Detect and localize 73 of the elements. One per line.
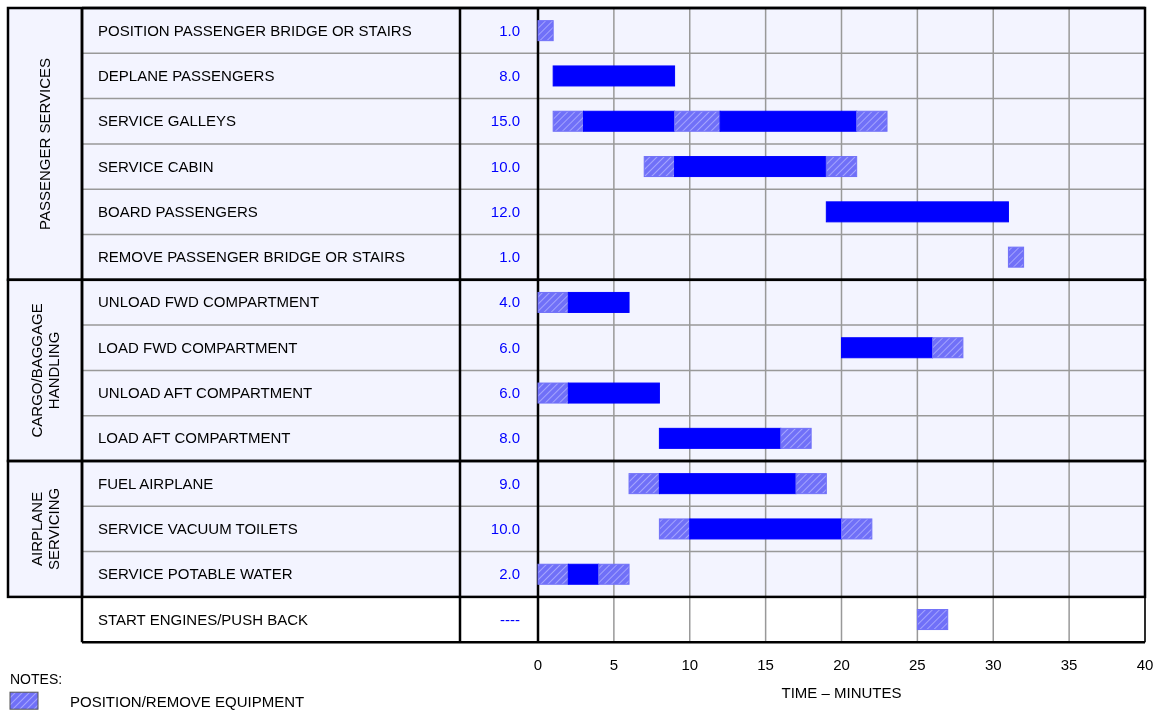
text: 15.0 — [490, 112, 520, 130]
bar — [567, 291, 630, 313]
bar — [583, 110, 676, 132]
text: 6.0 — [499, 338, 520, 356]
x-tick-label: 30 — [984, 656, 1002, 674]
bar — [567, 382, 660, 404]
text: 1.0 — [499, 21, 520, 39]
y-tick-label: REMOVE PASSENGER BRIDGE OR STAIRS — [98, 248, 406, 266]
x-tick-label: 15 — [757, 656, 774, 674]
x-axis-title: TIME – MINUTES — [781, 684, 902, 702]
x-tick-label: 20 — [833, 656, 850, 674]
bar — [658, 427, 782, 449]
bar — [719, 110, 858, 132]
bar — [674, 156, 827, 178]
bar — [643, 156, 676, 178]
x-tick-label: 25 — [909, 656, 926, 674]
x-tick-label: 10 — [681, 656, 699, 674]
bar — [841, 337, 934, 359]
bar — [795, 473, 827, 495]
text: 2.0 — [499, 565, 520, 583]
y-tick-label: UNLOAD AFT COMPARTMENT — [98, 384, 313, 402]
legend-label: POSITION/REMOVE EQUIPMENT — [70, 693, 305, 711]
bar — [628, 473, 660, 495]
x-tick-label: 0 — [533, 656, 543, 674]
band-label: PASSENGER SERVICES — [36, 57, 53, 230]
text: 1.0 — [499, 248, 520, 266]
bar — [780, 427, 812, 449]
bar — [598, 563, 630, 585]
text: 4.0 — [499, 293, 520, 311]
text: 9.0 — [499, 474, 520, 492]
x-tick-label: 35 — [1060, 656, 1078, 674]
legend-title: NOTES: — [10, 671, 63, 688]
bar — [537, 291, 569, 313]
y-tick-label: BOARD PASSENGERS — [98, 202, 258, 220]
text: 8.0 — [499, 66, 520, 84]
bar — [689, 518, 842, 540]
text: 12.0 — [490, 202, 520, 220]
y-tick-label: SERVICE CABIN — [98, 157, 214, 175]
y-tick-label: SERVICE GALLEYS — [98, 112, 237, 130]
x-tick-label: 5 — [609, 656, 619, 674]
x-tick-label: 40 — [1136, 656, 1154, 674]
bar — [537, 563, 569, 585]
text: 8.0 — [499, 429, 520, 447]
bar — [537, 382, 569, 404]
bar — [932, 337, 964, 359]
bar — [537, 20, 554, 42]
y-tick-label: START ENGINES/PUSH BACK — [98, 610, 309, 628]
text: 10.0 — [490, 519, 520, 537]
text: ---- — [500, 610, 520, 628]
bar — [1007, 246, 1025, 268]
bar — [658, 518, 691, 540]
bar — [916, 609, 949, 631]
bar — [825, 156, 858, 178]
bar — [674, 110, 721, 132]
band-label: CARGO/BAGGAGE HANDLING — [27, 303, 62, 438]
y-tick-label: SERVICE VACUUM TOILETS — [98, 519, 298, 537]
band-label: AIRPLANE SERVICING — [27, 487, 62, 571]
text: 6.0 — [499, 384, 520, 402]
y-tick-label: LOAD FWD COMPARTMENT — [98, 338, 298, 356]
bar — [825, 201, 1009, 223]
bar — [552, 65, 676, 87]
y-tick-label: FUEL AIRPLANE — [98, 474, 214, 492]
y-tick-label: UNLOAD FWD COMPARTMENT — [98, 293, 320, 311]
bar — [552, 110, 585, 132]
y-tick-label: LOAD AFT COMPARTMENT — [98, 429, 291, 447]
bar — [567, 563, 600, 585]
bar — [658, 473, 797, 495]
bar — [856, 110, 888, 132]
y-tick-label: SERVICE POTABLE WATER — [98, 565, 293, 583]
y-tick-label: POSITION PASSENGER BRIDGE OR STAIRS — [98, 21, 412, 39]
bar — [841, 518, 873, 540]
text: 10.0 — [490, 157, 520, 175]
y-tick-label: DEPLANE PASSENGERS — [98, 66, 275, 84]
